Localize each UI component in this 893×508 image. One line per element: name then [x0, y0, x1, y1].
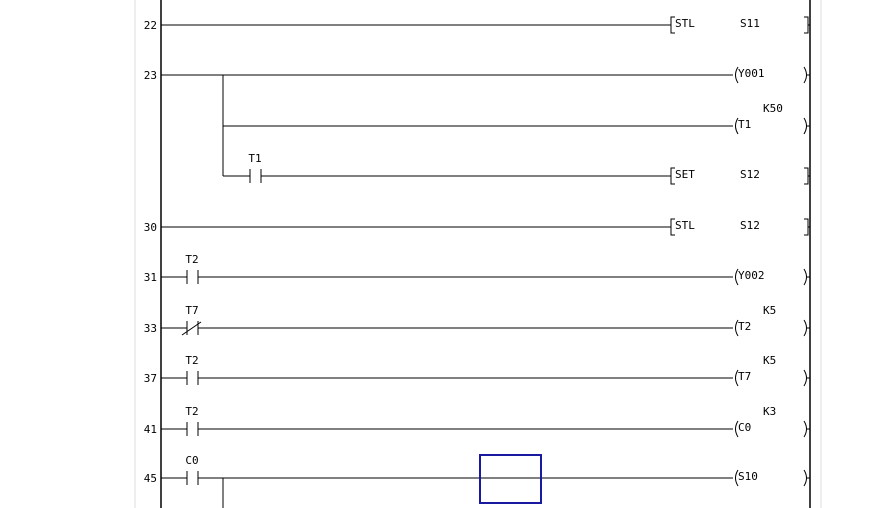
step-number: 37: [144, 372, 157, 385]
coil-close-paren[interactable]: [803, 268, 810, 286]
instruction-close-bracket[interactable]: [804, 16, 810, 34]
coil-device: Y001: [738, 67, 765, 80]
instruction-arg: S11: [740, 17, 760, 30]
coil-device: C0: [738, 421, 751, 434]
instruction-op: STL: [675, 219, 695, 232]
no-contact-label: T2: [185, 253, 198, 266]
instruction-open-bracket[interactable]: [670, 16, 675, 34]
coil-close-paren[interactable]: [803, 469, 810, 487]
coil-close-paren[interactable]: [803, 66, 810, 84]
coil-setting-value: K3: [763, 405, 776, 418]
coil-setting-value: K50: [763, 102, 783, 115]
nc-contact-label: T7: [185, 304, 198, 317]
step-number: 33: [144, 322, 157, 335]
coil-close-paren[interactable]: [803, 319, 810, 337]
coil-open-paren[interactable]: [735, 420, 739, 438]
instruction-open-bracket[interactable]: [670, 218, 675, 236]
coil-open-paren[interactable]: [735, 319, 739, 337]
instruction-op: STL: [675, 17, 695, 30]
coil-device: T2: [738, 320, 751, 333]
coil-device: S10: [738, 470, 758, 483]
instruction-close-bracket[interactable]: [804, 218, 810, 236]
coil-device: T7: [738, 370, 751, 383]
step-number: 30: [144, 221, 157, 234]
coil-setting-value: K5: [763, 354, 776, 367]
no-contact-label: T1: [248, 152, 261, 165]
instruction-open-bracket[interactable]: [670, 167, 675, 185]
coil-device: Y002: [738, 269, 765, 282]
step-number: 23: [144, 69, 157, 82]
step-number: 31: [144, 271, 157, 284]
nc-slash: [181, 321, 202, 336]
coil-open-paren[interactable]: [735, 369, 739, 387]
no-contact-label: C0: [185, 454, 198, 467]
instruction-op: SET: [675, 168, 695, 181]
cursor-selection-box[interactable]: [479, 454, 542, 504]
coil-device: T1: [738, 118, 751, 131]
instruction-close-bracket[interactable]: [804, 167, 810, 185]
instruction-arg: S12: [740, 168, 760, 181]
coil-open-paren[interactable]: [735, 66, 739, 84]
no-contact-label: T2: [185, 354, 198, 367]
step-number: 45: [144, 472, 157, 485]
coil-close-paren[interactable]: [803, 117, 810, 135]
coil-close-paren[interactable]: [803, 420, 810, 438]
coil-close-paren[interactable]: [803, 369, 810, 387]
instruction-arg: S12: [740, 219, 760, 232]
coil-open-paren[interactable]: [735, 268, 739, 286]
coil-open-paren[interactable]: [735, 469, 739, 487]
coil-open-paren[interactable]: [735, 117, 739, 135]
coil-setting-value: K5: [763, 304, 776, 317]
no-contact-label: T2: [185, 405, 198, 418]
step-number: 22: [144, 19, 157, 32]
step-number: 41: [144, 423, 157, 436]
